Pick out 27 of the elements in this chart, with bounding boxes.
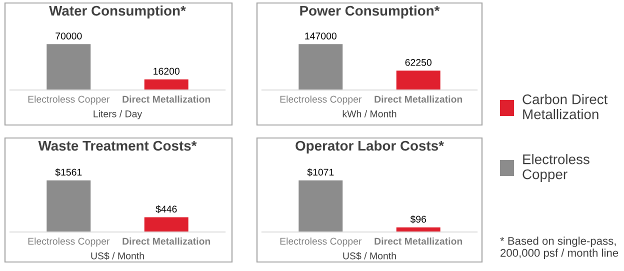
data-label: 16200 — [154, 68, 180, 75]
data-label: 62250 — [405, 59, 432, 66]
chart-title: Power Consumption* — [300, 5, 440, 18]
chart-title: Waste Treatment Costs* — [38, 140, 197, 151]
x-tick-label: Electroless Copper — [280, 238, 362, 247]
data-label: $1561 — [55, 168, 82, 176]
x-axis-title: kWh / Month — [342, 110, 396, 118]
x-tick-label: Electroless Copper — [28, 238, 110, 247]
x-tick-label: Electroless Copper — [280, 96, 362, 105]
data-label: $1071 — [307, 168, 334, 176]
x-tick-label: Direct Metallization — [374, 238, 462, 245]
x-tick-label: Direct Metallization — [122, 238, 210, 245]
text: * Based on single-pass, 200,000 psf / month line — [500, 236, 618, 259]
x-tick-label: Direct Metallization — [122, 96, 210, 103]
x-tick-label: Direct Metallization — [374, 96, 462, 103]
x-axis-title: Liters / Day — [94, 110, 142, 120]
x-axis-title: US$ / Month — [91, 252, 144, 260]
legend-label: Electroless Copper — [522, 154, 590, 182]
data-label: 70000 — [56, 32, 82, 40]
data-label: 147000 — [305, 32, 336, 40]
x-tick-label: Electroless Copper — [28, 96, 110, 105]
chart-title: Operator Labor Costs* — [296, 140, 444, 154]
data-label: $96 — [410, 215, 426, 224]
chart-title: Water Consumption* — [49, 5, 186, 18]
legend-label: Carbon Direct Metallization — [522, 94, 608, 120]
data-label: $446 — [156, 205, 177, 214]
x-axis-title: US$ / Month — [343, 252, 396, 260]
